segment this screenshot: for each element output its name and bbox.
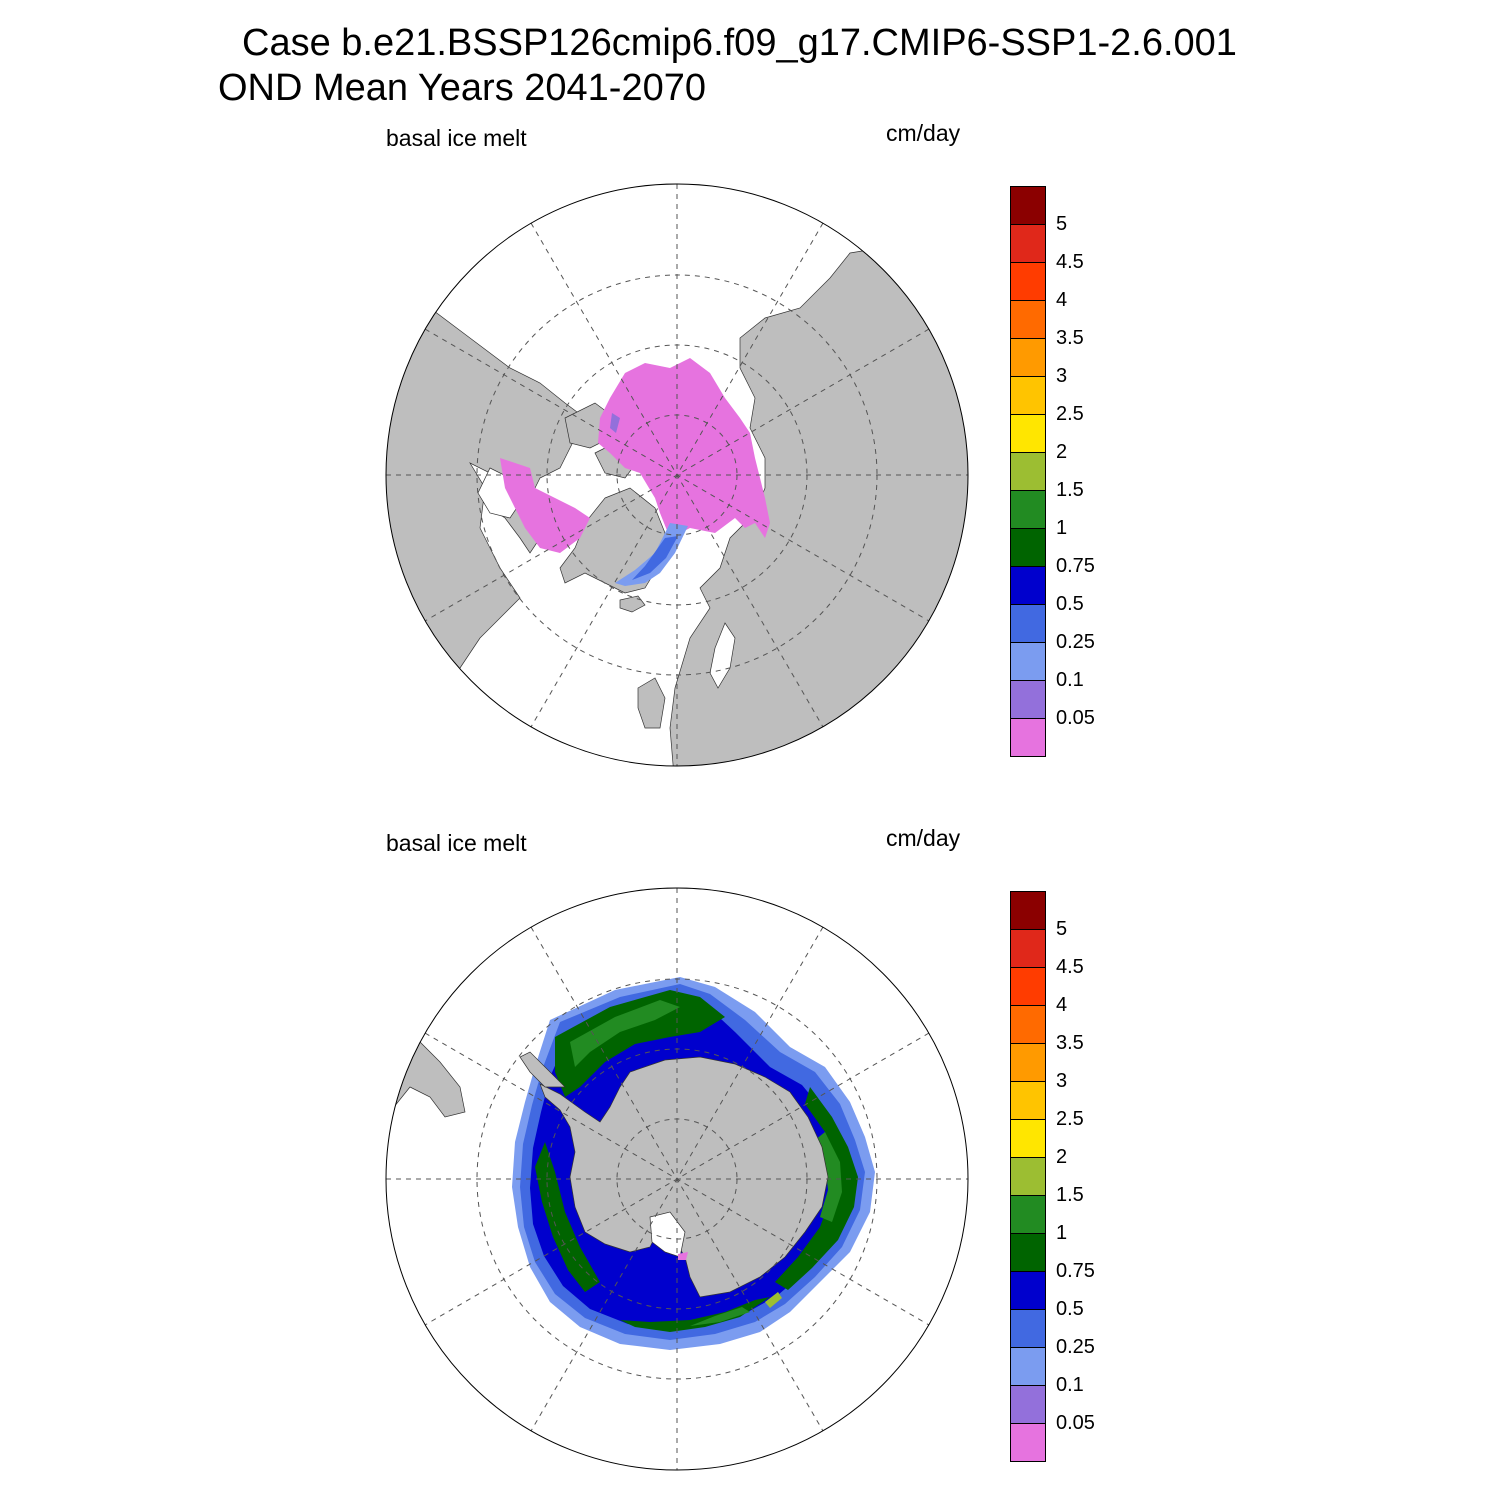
colorbar-top-tick-label: 4.5	[1056, 251, 1084, 273]
colorbar-bottom-swatch-5	[1010, 1081, 1046, 1120]
colorbar-bottom-swatch-8	[1010, 1195, 1046, 1234]
colorbar-bottom-tick-label: 3.5	[1056, 1032, 1084, 1054]
weddell-melt-peak	[570, 1000, 680, 1067]
greenland-land	[559, 487, 666, 594]
baltic-sea	[709, 622, 736, 689]
panel2-variable-label: basal ice melt	[386, 830, 527, 856]
colorbar-bottom: 5 4.5 4 3.5 3 2.5 2 1.5 1 0.75 0.5 0.25 0.1 0.05	[1010, 891, 1110, 1463]
iceland-land	[619, 595, 646, 613]
colorbar-bottom-swatch-7	[1010, 1157, 1046, 1196]
colorbar-top-tick-label: 3	[1056, 365, 1068, 387]
colorbar-bottom-tick-label: 1	[1056, 1222, 1068, 1244]
panel1-units-label: cm/day	[886, 120, 961, 146]
colorbar-top-swatch-14	[1010, 718, 1046, 757]
antarctic-polar-map	[385, 887, 969, 1471]
colorbar-top-swatch-0	[1010, 186, 1046, 225]
colorbar-top-swatch-11	[1010, 604, 1046, 643]
east-greenland-melt-core	[632, 536, 678, 580]
colorbar-bottom-swatch-14	[1010, 1423, 1046, 1462]
colorbar-bottom-tick-label: 0.05	[1056, 1412, 1095, 1434]
ross-sea-pink-patch	[678, 1252, 688, 1260]
colorbar-top: 5 4.5 4 3.5 3 2.5 2 1.5 1 0.75 0.5 0.25 0.1 0.05	[1010, 186, 1110, 758]
panel1-variable-label: basal ice melt	[386, 125, 527, 151]
colorbar-top-swatch-12	[1010, 642, 1046, 681]
colorbar-bottom-tick-label: 4	[1056, 994, 1068, 1016]
colorbar-bottom-tick-label: 0.5	[1056, 1298, 1084, 1320]
colorbar-top-tick-label: 4	[1056, 289, 1068, 311]
colorbar-bottom-tick-label: 5	[1056, 918, 1068, 940]
colorbar-bottom-tick-label: 2.5	[1056, 1108, 1084, 1130]
colorbar-bottom-swatch-0	[1010, 891, 1046, 930]
lincoln-sea-melt	[610, 413, 620, 433]
colorbar-top-swatch-7	[1010, 452, 1046, 491]
colorbar-top-tick-label: 1	[1056, 517, 1068, 539]
pacific-sector-melt-core	[620, 1297, 770, 1332]
colorbar-bottom-swatch-4	[1010, 1043, 1046, 1082]
colorbar-top-tick-label: 0.25	[1056, 631, 1095, 653]
colorbar-top-tick-label: 2	[1056, 441, 1068, 463]
map-border	[385, 183, 969, 767]
colorbar-top-tick-label: 5	[1056, 213, 1068, 235]
colorbar-bottom-swatch-13	[1010, 1385, 1046, 1424]
colorbar-top-tick-label: 0.05	[1056, 707, 1095, 729]
figure-title-line1: Case b.e21.BSSP126cmip6.f09_g17.CMIP6-SS…	[242, 22, 1237, 64]
pacific-melt-peak	[690, 1307, 750, 1326]
antarctic-peninsula	[519, 1051, 566, 1088]
colorbar-bottom-tick-label: 3	[1056, 1070, 1068, 1092]
colorbar-bottom-swatch-1	[1010, 929, 1046, 968]
british-isles-land	[637, 677, 666, 729]
colorbar-bottom-tick-label: 0.25	[1056, 1336, 1095, 1358]
graticule	[386, 888, 968, 1470]
colorbar-top-swatch-2	[1010, 262, 1046, 301]
colorbar-bottom-tick-label: 0.75	[1056, 1260, 1095, 1282]
colorbar-bottom-swatch-2	[1010, 967, 1046, 1006]
weddell-melt-core	[555, 990, 725, 1097]
colorbar-top-swatch-6	[1010, 414, 1046, 453]
colorbar-top-swatch-3	[1010, 300, 1046, 339]
colorbar-top-tick-label: 3.5	[1056, 327, 1084, 349]
colorbar-top-swatch-9	[1010, 528, 1046, 567]
graticule	[386, 184, 968, 766]
colorbar-bottom-swatch-11	[1010, 1309, 1046, 1348]
colorbar-top-swatch-5	[1010, 376, 1046, 415]
pacific-melt-max	[765, 1292, 782, 1308]
colorbar-bottom-tick-label: 2	[1056, 1146, 1068, 1168]
colorbar-top-swatch-4	[1010, 338, 1046, 377]
arctic-polar-map	[385, 183, 969, 767]
colorbar-bottom-swatch-10	[1010, 1271, 1046, 1310]
colorbar-top-tick-label: 2.5	[1056, 403, 1084, 425]
colorbar-bottom-tick-label: 4.5	[1056, 956, 1084, 978]
colorbar-bottom-swatch-6	[1010, 1119, 1046, 1158]
colorbar-bottom-swatch-12	[1010, 1347, 1046, 1386]
colorbar-top-tick-label: 0.5	[1056, 593, 1084, 615]
colorbar-bottom-swatch-9	[1010, 1233, 1046, 1272]
colorbar-bottom-tick-label: 1.5	[1056, 1184, 1084, 1206]
colorbar-top-swatch-1	[1010, 224, 1046, 263]
colorbar-bottom-tick-label: 0.1	[1056, 1374, 1084, 1396]
bellingshausen-melt-core	[535, 1142, 600, 1292]
indian-sector-melt-core	[775, 1087, 858, 1290]
colorbar-bottom-swatch-3	[1010, 1005, 1046, 1044]
colorbar-top-swatch-13	[1010, 680, 1046, 719]
colorbar-top-tick-label: 1.5	[1056, 479, 1084, 501]
baffin-melt-field	[500, 458, 590, 553]
colorbar-top-swatch-10	[1010, 566, 1046, 605]
arctic-melt-field	[598, 358, 770, 538]
map-border	[385, 887, 969, 1471]
panel2-units-label: cm/day	[886, 825, 961, 851]
figure-title-line2: OND Mean Years 2041-2070	[218, 67, 706, 109]
colorbar-top-tick-label: 0.1	[1056, 669, 1084, 691]
colorbar-top-swatch-8	[1010, 490, 1046, 529]
colorbar-top-tick-label: 0.75	[1056, 555, 1095, 577]
